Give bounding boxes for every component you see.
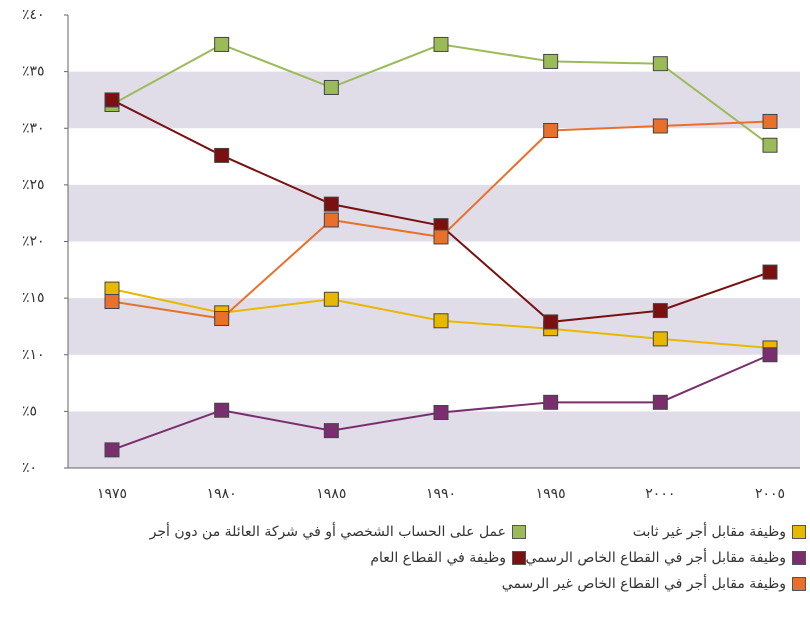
legend-label: وظيفة في القطاع العام bbox=[370, 550, 506, 566]
legend-swatch bbox=[792, 577, 806, 591]
point-marker bbox=[323, 196, 339, 212]
point-marker bbox=[323, 79, 339, 95]
legend-item: عمل على الحساب الشخصي أو في شركة العائلة… bbox=[0, 524, 526, 540]
point-marker bbox=[652, 331, 668, 347]
legend-swatch bbox=[512, 525, 526, 539]
point-marker bbox=[323, 423, 339, 439]
point-marker bbox=[104, 294, 120, 310]
point-marker bbox=[214, 311, 230, 327]
point-marker bbox=[104, 92, 120, 108]
x-tick-label: ١٩٨٠ bbox=[207, 486, 237, 502]
legend-label: عمل على الحساب الشخصي أو في شركة العائلة… bbox=[149, 524, 506, 540]
legend-label: وظيفة مقابل أجر غير ثابت bbox=[632, 524, 786, 540]
y-tick-label: ٪٣٠ bbox=[22, 120, 45, 136]
point-marker bbox=[104, 281, 120, 297]
point-marker bbox=[543, 394, 559, 410]
point-marker bbox=[762, 264, 778, 280]
y-tick-label: ٪٥ bbox=[22, 403, 37, 419]
x-tick-label: ١٩٩٠ bbox=[426, 486, 456, 502]
legend-item: وظيفة مقابل أجر في القطاع الخاص غير الرس… bbox=[502, 576, 806, 592]
legend-label: وظيفة مقابل أجر في القطاع الخاص الرسمي bbox=[525, 550, 787, 566]
legend: وظيفة مقابل أجر غير ثابت عمل على الحساب ا… bbox=[0, 524, 806, 592]
y-tick-label: ٪٣٥ bbox=[22, 64, 45, 80]
point-marker bbox=[652, 303, 668, 319]
point-marker bbox=[323, 212, 339, 228]
point-marker bbox=[543, 53, 559, 69]
point-marker bbox=[652, 118, 668, 134]
x-tick-label: ١٩٩٥ bbox=[536, 486, 566, 502]
point-marker bbox=[543, 314, 559, 330]
point-marker bbox=[433, 313, 449, 329]
y-tick-label: ٪١٠ bbox=[22, 347, 45, 363]
legend-item: وظيفة مقابل أجر غير ثابت bbox=[526, 524, 806, 540]
point-marker bbox=[323, 291, 339, 307]
legend-swatch bbox=[512, 551, 526, 565]
x-tick-label: ١٩٨٥ bbox=[316, 486, 346, 502]
legend-item: وظيفة مقابل أجر في القطاع الخاص الرسمي bbox=[526, 550, 806, 566]
chart: ٪٠ ٪٥ ٪١٠ ٪١٥ ٪٢٠ ٪٢٥ ٪٣٠ ٪٣٥ ٪٤٠ ١٩٧٥ ١٩٨٠ ١٩٨٥ ١٩٩… bbox=[22, 7, 800, 502]
y-tick-label: ٪٤٠ bbox=[22, 7, 45, 23]
y-tick-label: ٪١٥ bbox=[22, 290, 45, 306]
point-marker bbox=[762, 347, 778, 363]
y-tick-label: ٪٢٠ bbox=[22, 234, 45, 250]
point-marker bbox=[214, 147, 230, 163]
point-marker bbox=[762, 113, 778, 129]
legend-label: وظيفة مقابل أجر في القطاع الخاص غير الرس… bbox=[501, 576, 786, 592]
point-marker bbox=[433, 405, 449, 421]
point-marker bbox=[433, 36, 449, 52]
point-marker bbox=[543, 123, 559, 139]
x-tick-label: ١٩٧٥ bbox=[97, 486, 127, 502]
y-tick-label: ٪٠ bbox=[22, 460, 37, 476]
point-marker bbox=[214, 36, 230, 52]
point-marker bbox=[214, 402, 230, 418]
point-marker bbox=[104, 442, 120, 458]
point-marker bbox=[652, 394, 668, 410]
point-marker bbox=[762, 137, 778, 153]
y-tick-label: ٪٢٥ bbox=[22, 177, 45, 193]
x-tick-label: ٢٠٠٠ bbox=[645, 486, 675, 502]
legend-item: وظيفة في القطاع العام bbox=[0, 550, 526, 566]
point-marker bbox=[433, 229, 449, 245]
legend-swatch bbox=[792, 551, 806, 565]
grid-band bbox=[68, 71, 800, 129]
legend-swatch bbox=[792, 525, 806, 539]
x-tick-label: ٢٠٠٥ bbox=[755, 486, 785, 502]
point-marker bbox=[652, 56, 668, 72]
